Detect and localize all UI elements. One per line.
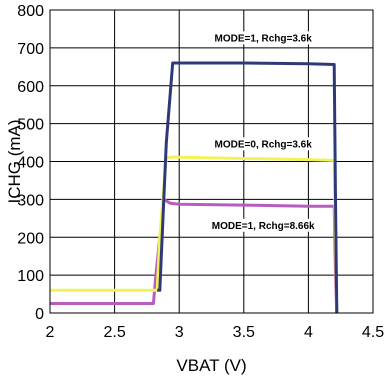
y-tick-label: 800 <box>17 3 44 20</box>
x-tick-label: 3.5 <box>233 324 255 341</box>
x-tick-label: 4 <box>304 324 313 341</box>
annotation-background <box>210 137 317 151</box>
y-tick-label: 200 <box>17 230 44 247</box>
series-line <box>157 61 339 314</box>
y-tick-label: 100 <box>17 268 44 285</box>
series-lines <box>50 61 339 314</box>
y-axis-label: ICHG (mA) <box>5 119 24 203</box>
series-annotation: MODE=1, Rchg=3.6k <box>215 33 313 44</box>
y-tick-label: 400 <box>17 155 44 172</box>
annotation-background <box>210 31 317 45</box>
y-tick-label: 300 <box>17 192 44 209</box>
series-line <box>50 155 339 314</box>
x-tick-label: 2 <box>46 324 55 341</box>
annotation-background <box>207 218 320 232</box>
series-annotation: MODE=1, Rchg=8.66k <box>212 221 315 232</box>
series-annotation: MODE=0, Rchg=3.6k <box>215 139 313 150</box>
tick-labels: 2 2.5 3 3.5 4 4.5 0 100 200 300 400 500 600 700 800 <box>17 3 384 341</box>
x-tick-label: 3 <box>175 324 184 341</box>
y-tick-label: 700 <box>17 41 44 58</box>
x-tick-label: 2.5 <box>103 324 125 341</box>
y-tick-label: 600 <box>17 79 44 96</box>
y-tick-label: 500 <box>17 117 44 134</box>
y-tick-label: 0 <box>35 306 44 323</box>
x-tick-label: 4.5 <box>362 324 384 341</box>
series-line <box>50 197 339 314</box>
grid <box>50 10 373 313</box>
annotations: MODE=1, Rchg=3.6k MODE=0, Rchg=3.6k MODE=1… <box>207 31 320 232</box>
plot-frame <box>49 9 374 314</box>
x-axis-label: VBAT (V) <box>176 356 246 375</box>
